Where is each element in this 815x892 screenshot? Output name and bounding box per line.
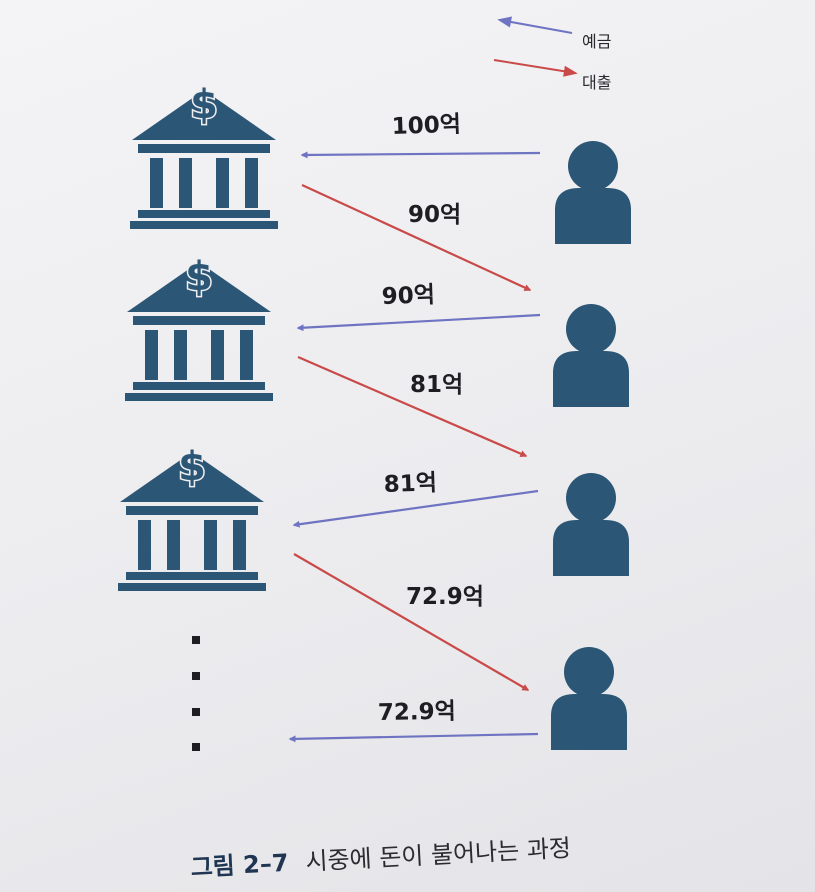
flow-amount-label: 72.9억 [378, 699, 456, 726]
flow-amount-label: 100억 [391, 112, 461, 140]
flow-amount-label: 81억 [383, 470, 437, 498]
caption-text: 시중에 돈이 불어나는 과정 [305, 834, 572, 876]
legend-deposit-label: 예금 [582, 32, 611, 51]
bank-dollar-icon [123, 252, 275, 403]
legend-deposit-arrow [497, 16, 573, 34]
loan-arrow [301, 184, 532, 291]
loan-arrow [293, 553, 530, 691]
person-icon [555, 141, 631, 244]
person-icon [553, 473, 629, 576]
bank-dollar-icon [116, 442, 268, 593]
continuation-dots [192, 636, 200, 751]
legend: 예금 대출 [493, 16, 611, 92]
flow-amount-label: 81억 [410, 372, 463, 398]
flow-arrows [288, 151, 541, 743]
deposit-arrow [296, 313, 541, 332]
legend-loan-label: 대출 [582, 73, 611, 92]
deposit-arrow [292, 489, 539, 528]
flow-amount-label: 72.9억 [406, 584, 484, 610]
deposit-arrow [288, 732, 539, 743]
flow-amount-label: 90억 [381, 282, 435, 310]
svg-text:그림 2–7 시중에 돈이 불어나는 과정: 그림 2–7 시중에 돈이 불어나는 과정 [190, 834, 572, 882]
bank-dollar-icon [128, 80, 280, 231]
legend-loan-arrow [493, 59, 578, 77]
flow-amount-label: 90억 [408, 202, 461, 228]
figure-caption: 그림 2–7 시중에 돈이 불어나는 과정 [190, 834, 572, 882]
flow-labels: 100억 90억 90억 81억 81억 72.9억 72.9억 [378, 112, 484, 726]
caption-label: 그림 2–7 [190, 849, 289, 882]
person-icon [551, 647, 627, 750]
deposit-arrow [300, 151, 541, 159]
person-icon [553, 304, 629, 407]
loan-arrow [297, 355, 528, 458]
